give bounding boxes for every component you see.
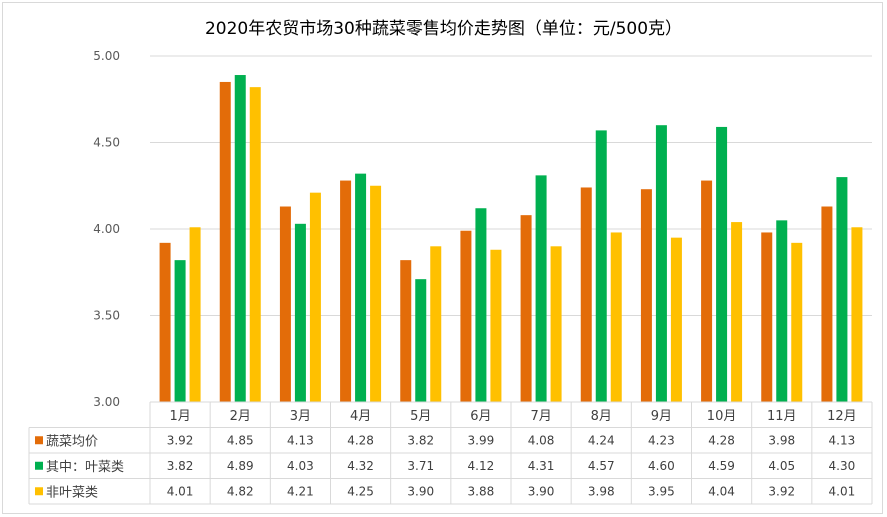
- x-tick-label: 7月: [530, 409, 551, 424]
- bar: [279, 206, 291, 402]
- bar: [355, 173, 367, 402]
- bar: [490, 249, 502, 402]
- data-label: 4.28: [347, 433, 374, 447]
- y-tick-label: 5.00: [93, 49, 120, 63]
- x-tick-label: 8月: [591, 409, 612, 424]
- data-label: 4.59: [708, 459, 735, 473]
- data-label: 4.24: [588, 433, 615, 447]
- legend-label: 蔬菜均价: [46, 434, 98, 449]
- bar: [309, 192, 321, 402]
- x-tick-label: 10月: [707, 409, 737, 424]
- data-label: 3.88: [468, 484, 495, 498]
- data-label: 4.82: [227, 484, 254, 498]
- data-label: 4.28: [708, 433, 735, 447]
- bar: [836, 177, 848, 402]
- legend-swatch: [35, 487, 43, 496]
- data-label: 3.92: [768, 484, 795, 498]
- bar: [294, 223, 306, 402]
- data-label: 3.90: [407, 484, 434, 498]
- data-label: 3.82: [407, 433, 434, 447]
- data-label: 4.12: [468, 459, 495, 473]
- x-tick-label: 6月: [470, 409, 491, 424]
- data-label: 4.60: [648, 459, 675, 473]
- bar: [701, 180, 713, 402]
- bar: [159, 242, 171, 402]
- data-label: 4.32: [347, 459, 374, 473]
- bar: [475, 208, 487, 402]
- data-label: 3.82: [167, 459, 194, 473]
- y-tick-label: 4.00: [93, 222, 120, 236]
- data-label: 4.01: [829, 484, 856, 498]
- bar: [400, 260, 412, 402]
- data-label: 4.85: [227, 433, 254, 447]
- bar: [550, 246, 562, 402]
- data-label: 3.99: [468, 433, 495, 447]
- bar: [655, 125, 667, 402]
- bar: [535, 175, 547, 402]
- bar: [761, 232, 773, 402]
- bar: [174, 260, 186, 402]
- y-tick-label: 4.50: [93, 136, 120, 150]
- data-label: 3.98: [768, 433, 795, 447]
- data-label: 4.57: [588, 459, 615, 473]
- data-label: 4.13: [287, 433, 314, 447]
- legend-swatch: [35, 461, 43, 470]
- x-tick-label: 11月: [767, 409, 797, 424]
- legend-label: 其中：叶菜类: [46, 460, 124, 475]
- bar: [640, 189, 652, 402]
- data-label: 4.04: [708, 484, 735, 498]
- data-label: 4.30: [829, 459, 856, 473]
- x-tick-label: 4月: [350, 409, 371, 424]
- bar: [234, 75, 246, 402]
- data-label: 3.95: [648, 484, 675, 498]
- bar: [821, 206, 833, 402]
- bar: [219, 81, 231, 402]
- legend-label: 非叶菜类: [46, 485, 98, 500]
- bar: [370, 185, 382, 402]
- bar: [415, 279, 427, 402]
- data-label: 3.71: [407, 459, 434, 473]
- bar: [610, 232, 622, 402]
- y-tick-label: 3.50: [93, 309, 120, 323]
- x-tick-label: 2月: [230, 409, 251, 424]
- bar: [791, 242, 803, 402]
- data-label: 4.25: [347, 484, 374, 498]
- y-tick-label: 3.00: [93, 395, 120, 409]
- bar: [851, 227, 863, 402]
- data-label: 3.90: [528, 484, 555, 498]
- bar: [340, 180, 352, 402]
- bar: [580, 187, 592, 402]
- bar: [670, 237, 682, 402]
- bar: [776, 220, 788, 402]
- bar: [249, 87, 261, 402]
- data-label: 4.13: [829, 433, 856, 447]
- bar: [520, 215, 532, 402]
- x-tick-label: 1月: [169, 409, 190, 424]
- x-tick-label: 3月: [290, 409, 311, 424]
- bar: [430, 246, 442, 402]
- x-tick-label: 5月: [410, 409, 431, 424]
- bar: [460, 230, 472, 402]
- data-label: 4.08: [528, 433, 555, 447]
- data-label: 4.21: [287, 484, 314, 498]
- data-label: 4.03: [287, 459, 314, 473]
- bar: [716, 126, 728, 403]
- data-label: 4.89: [227, 459, 254, 473]
- data-label: 3.98: [588, 484, 615, 498]
- bar: [731, 222, 743, 402]
- bar: [595, 130, 607, 402]
- chart-title: 2020年农贸市场30种蔬菜零售均价走势图（单位：元/500克）: [204, 19, 683, 39]
- x-tick-label: 12月: [827, 409, 857, 424]
- legend-swatch: [35, 436, 43, 445]
- data-label: 4.23: [648, 433, 675, 447]
- data-label: 4.05: [768, 459, 795, 473]
- bar: [189, 227, 201, 402]
- data-label: 3.92: [167, 433, 194, 447]
- x-tick-label: 9月: [651, 409, 672, 424]
- data-label: 4.01: [167, 484, 194, 498]
- data-label: 4.31: [528, 459, 555, 473]
